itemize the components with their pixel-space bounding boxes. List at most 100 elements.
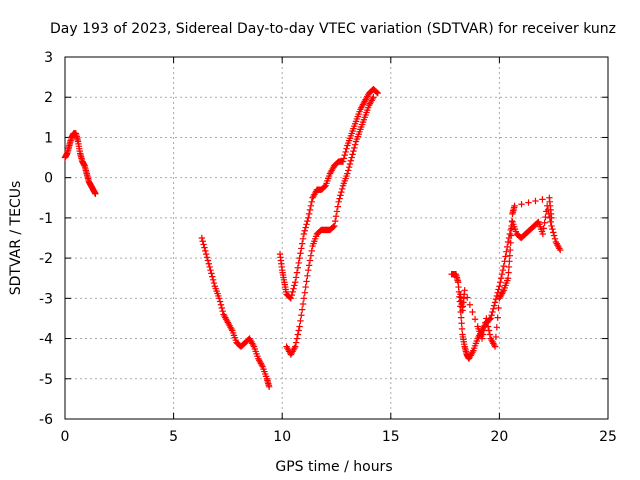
y-tick-label: -6 xyxy=(39,412,53,428)
data-point xyxy=(307,202,315,210)
data-point xyxy=(207,266,214,274)
data-point xyxy=(503,248,510,255)
x-tick-label: 20 xyxy=(490,429,508,445)
data-point xyxy=(330,223,337,230)
data-point xyxy=(308,198,315,205)
data-point xyxy=(461,287,468,294)
data-point xyxy=(351,141,359,148)
x-tick-labels: 0 5 10 15 20 25 xyxy=(61,429,617,445)
x-tick-label: 0 xyxy=(61,429,70,445)
data-point xyxy=(548,214,555,222)
data-point xyxy=(506,252,514,259)
y-tick-labels: -6 -5 -4 -3 -2 -1 0 1 2 3 xyxy=(39,50,53,428)
data-point xyxy=(492,333,500,341)
data-point xyxy=(298,240,306,247)
data-point xyxy=(304,272,311,280)
data-point xyxy=(344,170,351,177)
data-point xyxy=(292,279,299,286)
data-point xyxy=(548,222,555,230)
data-point xyxy=(490,302,498,309)
data-point xyxy=(336,195,343,202)
data-point xyxy=(499,266,507,274)
data-point xyxy=(204,257,212,264)
data-point xyxy=(542,213,549,221)
data-point xyxy=(301,227,308,234)
data-point xyxy=(331,222,338,230)
data-point xyxy=(265,383,273,391)
data-point xyxy=(506,258,513,265)
data-point xyxy=(305,262,313,269)
data-point xyxy=(469,308,476,316)
data-point xyxy=(540,225,547,232)
data-point xyxy=(198,234,206,242)
data-point xyxy=(340,155,348,162)
data-points xyxy=(61,85,564,391)
x-tick-label: 5 xyxy=(169,429,178,445)
data-point xyxy=(374,90,381,97)
data-point xyxy=(505,263,513,271)
y-tick-label: -5 xyxy=(39,372,53,388)
data-point xyxy=(551,235,559,243)
y-tick-label: 0 xyxy=(44,171,53,187)
data-point xyxy=(92,190,99,197)
data-point xyxy=(342,148,349,156)
data-point xyxy=(292,343,299,350)
data-point xyxy=(511,202,518,210)
data-point xyxy=(345,167,352,174)
data-point xyxy=(303,221,310,228)
x-tick-label: 15 xyxy=(382,429,400,445)
data-point xyxy=(550,232,558,239)
data-point xyxy=(464,294,471,301)
data-point xyxy=(348,154,355,161)
data-point xyxy=(299,235,307,243)
data-point xyxy=(497,279,504,286)
data-point xyxy=(216,298,224,305)
data-point xyxy=(294,264,302,271)
data-point xyxy=(497,275,505,282)
data-point xyxy=(486,331,494,338)
data-point xyxy=(199,238,206,245)
data-point xyxy=(300,230,308,238)
data-point xyxy=(504,243,511,251)
data-point xyxy=(491,343,499,350)
data-point xyxy=(508,217,516,225)
data-point xyxy=(299,300,307,308)
data-point xyxy=(301,289,308,296)
data-point xyxy=(297,250,304,257)
x-tick-label: 25 xyxy=(599,429,617,445)
data-point xyxy=(504,275,512,282)
data-point xyxy=(333,208,341,215)
data-point xyxy=(218,304,226,312)
data-point xyxy=(205,260,212,267)
data-point xyxy=(493,324,500,331)
data-point xyxy=(350,147,357,155)
data-point xyxy=(298,245,305,252)
data-point xyxy=(298,306,306,313)
data-point xyxy=(505,269,512,276)
x-tick-label: 10 xyxy=(273,429,291,445)
data-point xyxy=(484,323,492,330)
data-point xyxy=(486,316,494,323)
data-point xyxy=(484,319,491,326)
data-point xyxy=(351,144,358,152)
data-point xyxy=(507,232,515,239)
data-point xyxy=(335,198,342,205)
data-point xyxy=(341,151,348,159)
y-tick-label: 3 xyxy=(44,50,53,66)
data-point xyxy=(295,259,302,267)
plot-frame xyxy=(64,56,609,420)
data-point xyxy=(489,308,496,316)
data-point xyxy=(547,218,554,226)
data-point xyxy=(494,289,501,296)
data-point xyxy=(458,320,465,327)
data-point xyxy=(495,286,502,293)
data-point xyxy=(202,247,209,255)
data-point xyxy=(202,250,210,258)
data-point xyxy=(305,210,313,218)
data-point xyxy=(307,252,315,259)
data-point xyxy=(494,314,501,321)
data-point xyxy=(349,151,356,158)
data-point xyxy=(334,203,342,210)
data-point xyxy=(200,241,207,248)
data-point xyxy=(506,230,514,238)
